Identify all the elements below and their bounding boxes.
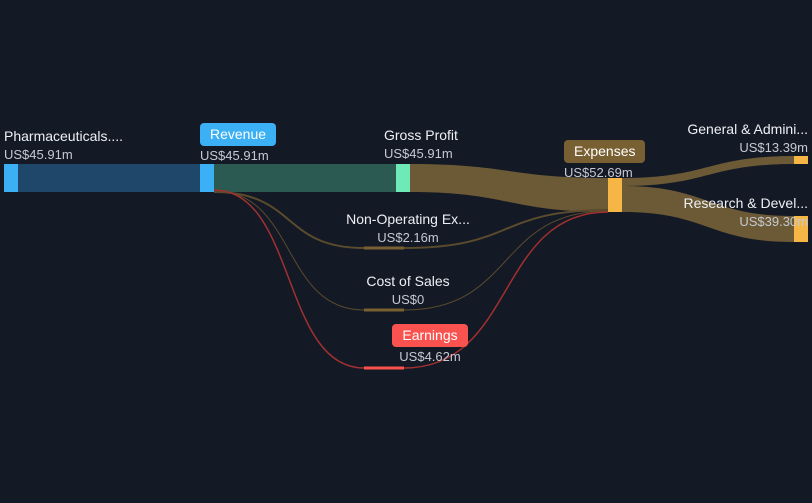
sankey-svg <box>0 0 812 503</box>
node-ga-label: General & Admini... <box>687 121 808 137</box>
node-gross-value: US$45.91m <box>384 146 453 161</box>
node-pharma-value: US$45.91m <box>4 147 73 162</box>
sankey-chart: Pharmaceuticals.... US$45.91m Revenue US$45… <box>0 0 812 503</box>
node-expenses-value: US$52.69m <box>564 165 633 180</box>
node-cos: Cost of Sales US$0 <box>338 272 478 309</box>
node-gross: Gross Profit US$45.91m <box>384 126 458 163</box>
node-gross-label: Gross Profit <box>384 127 458 143</box>
node-rd-value: US$39.30m <box>739 214 808 229</box>
node-revenue-value: US$45.91m <box>200 148 269 163</box>
node-pharma-label: Pharmaceuticals.... <box>4 128 123 144</box>
node-expenses: Expenses US$52.69m <box>564 140 645 182</box>
node-nonop-value: US$2.16m <box>377 230 438 245</box>
node-cos-label: Cost of Sales <box>366 273 449 289</box>
node-nonop-label: Non-Operating Ex... <box>346 211 470 227</box>
node-ga: General & Admini... US$13.39m <box>687 120 808 157</box>
node-rd: Research & Devel... US$39.30m <box>684 194 809 231</box>
node-cos-value: US$0 <box>392 292 425 307</box>
node-earnings: Earnings US$4.62m <box>360 324 500 366</box>
node-revenue-pill: Revenue <box>200 123 276 146</box>
node-ga-value: US$13.39m <box>739 140 808 155</box>
node-earnings-pill: Earnings <box>392 324 467 347</box>
node-revenue: Revenue US$45.91m <box>200 123 276 165</box>
node-pharma: Pharmaceuticals.... US$45.91m <box>4 127 123 164</box>
node-expenses-pill: Expenses <box>564 140 645 163</box>
node-earnings-value: US$4.62m <box>399 349 460 364</box>
node-rd-label: Research & Devel... <box>684 195 809 211</box>
node-nonop: Non-Operating Ex... US$2.16m <box>338 210 478 247</box>
